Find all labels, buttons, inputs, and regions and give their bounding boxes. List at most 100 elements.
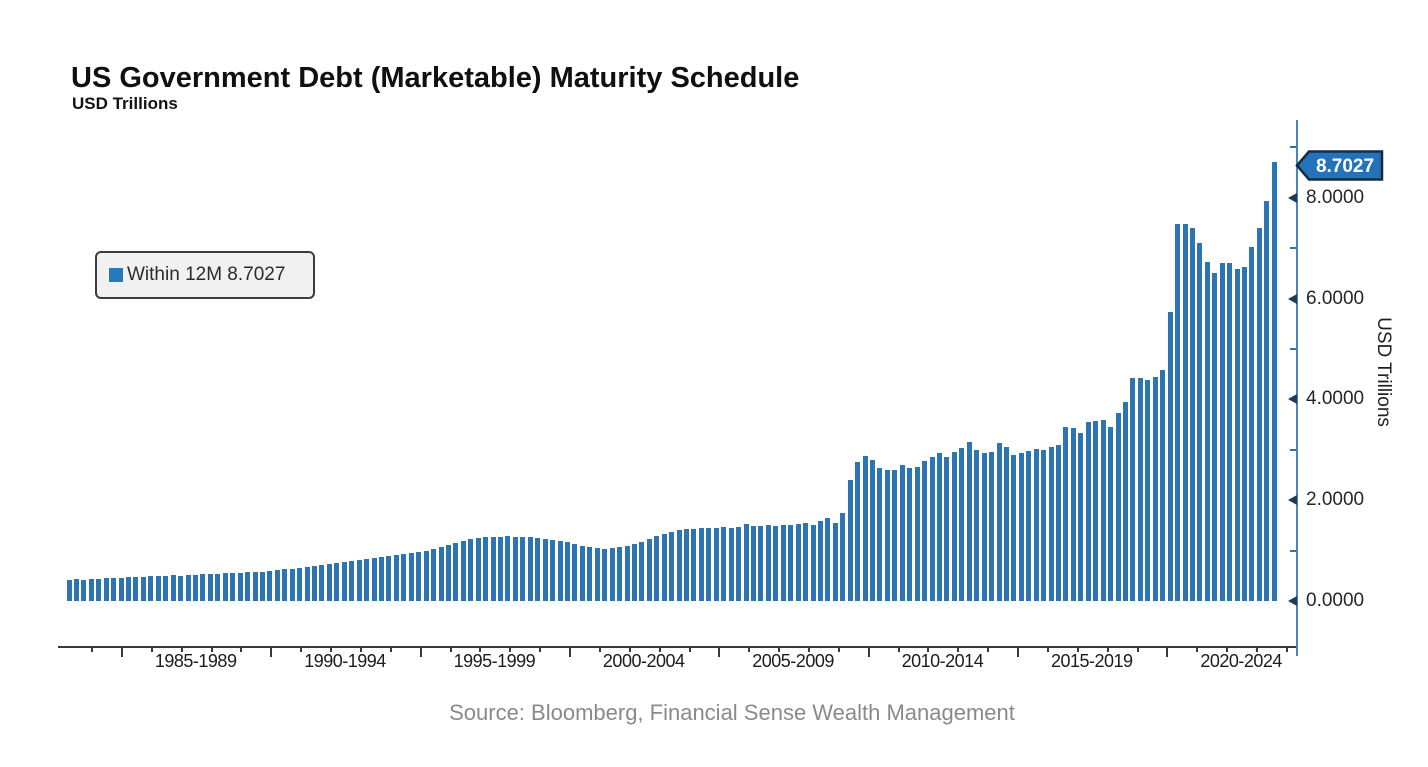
bar (1204, 262, 1210, 601)
y-tick-icon (1288, 394, 1297, 405)
bar (438, 546, 444, 601)
bar (847, 480, 853, 601)
y-axis-title: USD Trillions (1373, 317, 1394, 427)
bar (542, 538, 548, 601)
x-major-tick-icon (1017, 646, 1020, 657)
legend-series-swatch-icon (109, 268, 123, 282)
bar (579, 545, 585, 601)
x-period-label: 2010-2014 (901, 651, 984, 671)
bar (527, 537, 533, 601)
x-axis-line (58, 646, 1298, 648)
chart-title: US Government Debt (Marketable) Maturity… (71, 62, 800, 94)
bar (378, 557, 384, 601)
bar (356, 559, 362, 601)
bar (170, 575, 176, 601)
bar (624, 545, 630, 601)
bar (1152, 376, 1158, 601)
bar (959, 447, 965, 601)
bar (103, 578, 109, 601)
y-tick-icon (1288, 293, 1297, 304)
bar (944, 457, 950, 601)
y-minor-tick-icon (1290, 146, 1296, 149)
x-period-label: 2000-2004 (602, 651, 685, 671)
x-minor-tick-icon (778, 646, 781, 652)
x-minor-tick-icon (449, 646, 452, 652)
y-tick-label: 2.0000 (1306, 489, 1365, 511)
x-major-tick-icon (1166, 646, 1169, 657)
x-minor-tick-icon (1136, 646, 1139, 652)
x-minor-tick-icon (1226, 646, 1229, 652)
bar (289, 568, 295, 601)
bar (691, 528, 697, 601)
bar (1085, 421, 1091, 601)
bar (996, 443, 1002, 601)
x-major-tick-icon (718, 646, 721, 657)
bar (66, 579, 72, 601)
y-tick-icon (1288, 192, 1297, 203)
source-note: Source: Bloomberg, Financial Sense Wealt… (449, 700, 1015, 725)
last-value-callout: 8.7027 (1295, 150, 1384, 181)
bar (312, 565, 318, 601)
bar (899, 464, 905, 601)
bar (743, 524, 749, 601)
bar (111, 578, 117, 601)
x-period-label: 1990-1994 (304, 651, 386, 671)
bar (639, 541, 645, 601)
bar (1197, 242, 1203, 601)
bar (118, 577, 124, 601)
bar (981, 453, 987, 601)
x-minor-tick-icon (240, 646, 243, 652)
x-minor-tick-icon (180, 646, 183, 652)
bar (698, 528, 704, 601)
bar (386, 556, 392, 601)
bar (1160, 370, 1166, 601)
bar (520, 536, 526, 601)
bar (408, 553, 414, 601)
bar (215, 574, 221, 601)
bar (736, 526, 742, 601)
bar (572, 543, 578, 601)
bar (453, 542, 459, 601)
x-minor-tick-icon (598, 646, 601, 652)
bar (1063, 426, 1069, 601)
bar (282, 569, 288, 601)
bar (1137, 378, 1143, 601)
x-minor-tick-icon (1046, 646, 1049, 652)
bar (1078, 433, 1084, 601)
x-minor-tick-icon (539, 646, 542, 652)
bar (1033, 449, 1039, 601)
bar (1242, 266, 1248, 601)
bar (192, 574, 198, 601)
bar (498, 537, 504, 601)
y-minor-tick-icon (1290, 247, 1296, 250)
bar (490, 536, 496, 601)
x-minor-tick-icon (987, 646, 990, 652)
y-tick-label: 4.0000 (1306, 388, 1365, 410)
bar (631, 543, 637, 601)
bar (557, 540, 563, 601)
bar (148, 576, 154, 601)
bar (475, 538, 481, 601)
y-axis-line (1296, 120, 1298, 656)
bar (126, 577, 132, 601)
bar (341, 561, 347, 601)
bar (230, 573, 236, 601)
x-minor-tick-icon (957, 646, 960, 652)
x-minor-tick-icon (300, 646, 303, 652)
legend-box[interactable]: Within 12M 8.7027 (95, 251, 315, 299)
bar (594, 548, 600, 601)
bar (1130, 378, 1136, 601)
bar (877, 467, 883, 601)
bar (163, 575, 169, 601)
x-major-tick-icon (419, 646, 422, 657)
x-period-label: 1995-1999 (453, 651, 536, 671)
bar (669, 531, 675, 601)
y-minor-tick-icon (1290, 549, 1296, 552)
bar (684, 529, 690, 601)
bar (795, 524, 801, 601)
bar (974, 449, 980, 601)
bar (81, 579, 87, 601)
bar (245, 572, 251, 601)
bar (88, 578, 94, 601)
